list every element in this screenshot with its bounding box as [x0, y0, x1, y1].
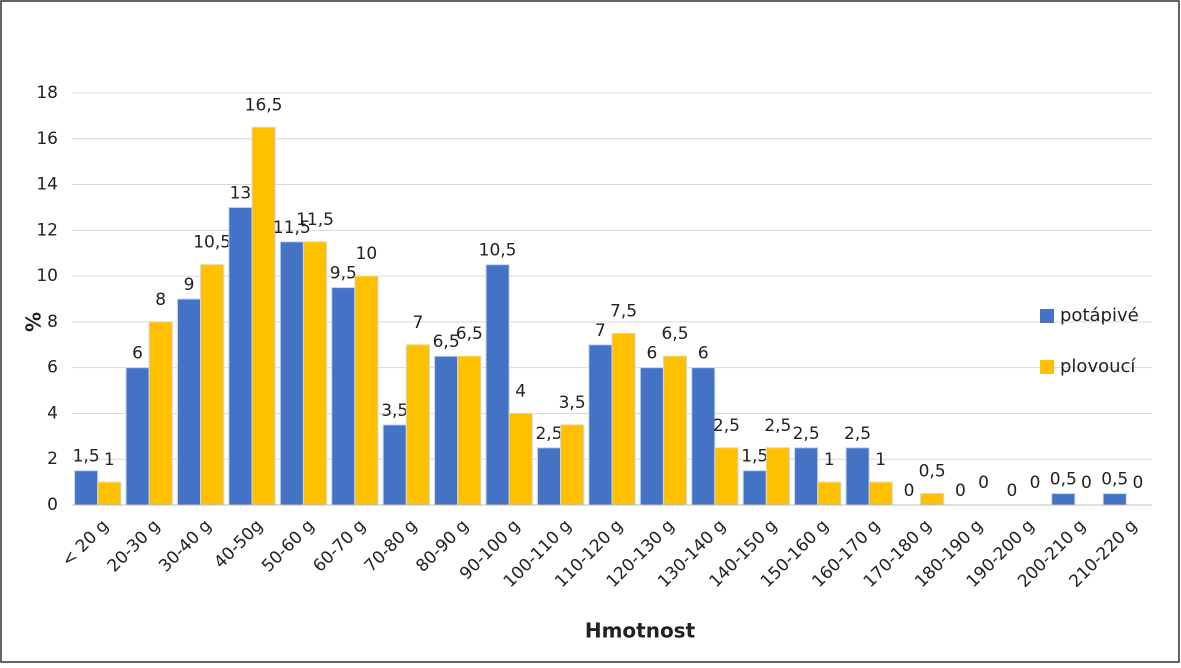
- bar: [691, 367, 716, 506]
- bar: [1102, 493, 1127, 506]
- y-tick-label: 14: [36, 175, 58, 195]
- bar: [125, 367, 150, 506]
- data-label: 6,5: [433, 332, 460, 352]
- bar: [176, 298, 202, 506]
- bar: [74, 470, 99, 506]
- data-label: 6,5: [456, 324, 483, 344]
- data-label: 0,5: [919, 462, 946, 482]
- data-label: 0: [955, 481, 966, 501]
- data-label: 0: [904, 481, 915, 501]
- data-label: 2,5: [535, 424, 562, 444]
- bar: [742, 470, 767, 506]
- data-label: 3,5: [559, 393, 586, 413]
- legend-swatch: [1040, 309, 1054, 323]
- data-label: 1,5: [741, 447, 768, 467]
- data-label: 0: [1081, 473, 1092, 493]
- data-label: 0,5: [1101, 470, 1128, 490]
- bar: [405, 344, 430, 506]
- bar: [639, 367, 664, 506]
- legend-label: potápivé: [1060, 305, 1139, 326]
- data-label: 0: [1132, 473, 1143, 493]
- bar: [279, 241, 304, 506]
- data-label: 13: [230, 183, 252, 203]
- bar: [200, 264, 225, 506]
- bar: [588, 344, 613, 506]
- data-label: 2,5: [764, 416, 791, 436]
- y-tick-label: 4: [47, 403, 58, 423]
- bar: [662, 355, 688, 506]
- bar: [868, 481, 893, 506]
- data-label: 0: [1030, 473, 1041, 493]
- data-label: 6: [646, 344, 657, 364]
- bar: [817, 481, 842, 506]
- data-label: 1: [104, 450, 115, 470]
- data-label: 1: [824, 450, 835, 470]
- bar: [228, 206, 253, 506]
- data-label: 0: [1006, 481, 1017, 501]
- data-label: 3,5: [381, 401, 408, 421]
- data-label: 8: [155, 290, 166, 310]
- legend-label: plovoucí: [1060, 356, 1136, 377]
- bar: [485, 264, 510, 506]
- bar: [331, 287, 356, 506]
- data-label: 11,5: [273, 218, 311, 238]
- data-label: 1,5: [73, 447, 100, 467]
- y-tick-label: 2: [47, 449, 58, 469]
- bar: [148, 321, 173, 506]
- data-label: 7: [412, 313, 423, 333]
- y-tick-label: 12: [36, 220, 58, 240]
- data-label: 16,5: [245, 95, 283, 115]
- data-label: 2,5: [793, 424, 820, 444]
- y-tick-label: 8: [47, 312, 58, 332]
- data-label: 10,5: [479, 241, 517, 261]
- data-label: 6: [132, 344, 143, 364]
- data-label: 10: [356, 244, 378, 264]
- x-axis-label: Hmotnost: [585, 619, 696, 643]
- data-label: 6,5: [661, 324, 688, 344]
- bar: [920, 493, 945, 506]
- data-label: 0,5: [1050, 470, 1077, 490]
- y-tick-label: 10: [36, 266, 58, 286]
- bar: [765, 447, 790, 506]
- data-label: 7: [595, 321, 606, 341]
- bar: [536, 447, 562, 506]
- bar: [302, 241, 328, 506]
- y-tick-label: 16: [36, 129, 58, 149]
- bar: [508, 412, 533, 506]
- bar: [560, 424, 585, 506]
- bar: [845, 447, 870, 506]
- bar: [251, 126, 276, 506]
- bar: [434, 355, 459, 506]
- data-label: 9: [184, 275, 195, 295]
- legend-swatch: [1040, 360, 1054, 374]
- bar: [1051, 493, 1076, 506]
- data-label: 7,5: [610, 301, 637, 321]
- data-label: 2,5: [713, 416, 740, 436]
- bar: [97, 481, 122, 506]
- data-label: 9,5: [330, 264, 357, 284]
- bar: [457, 355, 482, 506]
- bar: [794, 447, 819, 506]
- y-tick-label: 6: [47, 358, 58, 378]
- bar: [354, 275, 379, 506]
- data-label: 10,5: [193, 233, 231, 253]
- bar: [611, 332, 636, 506]
- y-tick-label: 18: [36, 83, 58, 103]
- bar: [382, 424, 407, 506]
- y-tick-label: 0: [47, 495, 58, 515]
- data-label: 4: [515, 381, 526, 401]
- data-label: 6: [698, 344, 709, 364]
- data-label: 11,5: [296, 210, 334, 230]
- data-label: 1: [875, 450, 886, 470]
- data-label: 2,5: [844, 424, 871, 444]
- bar: [714, 447, 739, 506]
- data-label: 0: [978, 473, 989, 493]
- y-axis-label: %: [22, 312, 46, 332]
